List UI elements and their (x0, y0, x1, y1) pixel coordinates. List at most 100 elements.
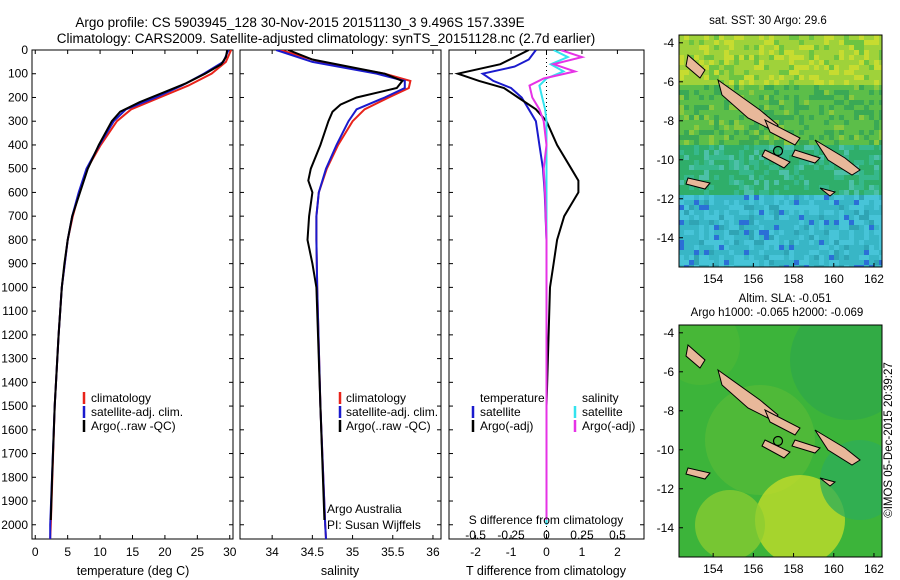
sst-cell (754, 85, 760, 91)
sst-cell (824, 205, 830, 211)
sst-cell (749, 155, 755, 161)
sst-cell (809, 135, 815, 141)
sst-cell (719, 110, 725, 116)
sst-cell (824, 200, 830, 206)
sst-cell (699, 90, 705, 96)
sst-cell (784, 110, 790, 116)
sst-cell (704, 100, 710, 106)
sst-cell (684, 165, 690, 171)
sst-cell (684, 95, 690, 101)
sst-cell (694, 125, 700, 131)
sst-cell (864, 135, 870, 141)
sst-cell (709, 205, 715, 211)
sst-cell (759, 180, 765, 186)
sst-cell (744, 220, 750, 226)
sst-cell (739, 145, 745, 151)
sst-cell (879, 45, 882, 51)
sst-cell (734, 235, 740, 241)
sst-cell (834, 250, 840, 256)
sst-cell (739, 140, 745, 146)
sst-cell (764, 205, 770, 211)
sst-cell (749, 145, 755, 151)
sst-cell (809, 180, 815, 186)
sst-cell (824, 140, 830, 146)
sst-cell (864, 245, 870, 251)
sst-cell (744, 125, 750, 131)
sst-cell (749, 120, 755, 126)
sst-cell (709, 255, 715, 261)
sst-cell (794, 105, 800, 111)
sst-cell (879, 240, 882, 246)
sst-cell (809, 220, 815, 226)
sst-cell (734, 260, 740, 266)
sst-cell (874, 85, 880, 91)
sst-cell (804, 215, 810, 221)
sst-cell (714, 85, 720, 91)
sst-cell (789, 145, 795, 151)
sst-cell (814, 85, 820, 91)
top-x-tick-label: -0.25 (497, 528, 525, 542)
sst-cell (724, 55, 730, 61)
sst-cell (774, 60, 780, 66)
sst-cell (754, 95, 760, 101)
sst-cell (809, 130, 815, 136)
sst-cell (754, 235, 760, 241)
sst-cell (739, 170, 745, 176)
sst-cell (744, 80, 750, 86)
sst-cell (829, 80, 835, 86)
sst-cell (724, 120, 730, 126)
sst-cell (739, 115, 745, 121)
sst-cell (694, 90, 700, 96)
sst-cell (864, 50, 870, 56)
sst-cell (699, 215, 705, 221)
sst-cell (679, 225, 685, 231)
sst-cell (779, 80, 785, 86)
sst-cell (779, 90, 785, 96)
sst-cell (739, 225, 745, 231)
temperature-line-climatology (49, 50, 233, 539)
sst-cell (864, 120, 870, 126)
y-tick-label: 1200 (1, 328, 28, 342)
sst-cell (689, 215, 695, 221)
sst-cell (809, 100, 815, 106)
sst-cell (709, 90, 715, 96)
sst-cell (679, 120, 685, 126)
sst-cell (839, 260, 845, 266)
sst-cell (749, 130, 755, 136)
sst-cell (874, 160, 880, 166)
sst-cell (879, 65, 882, 71)
sst-cell (819, 65, 825, 71)
sst-cell (839, 240, 845, 246)
sst-cell (764, 160, 770, 166)
sst-cell (799, 210, 805, 216)
sst-cell (834, 245, 840, 251)
sst-cell (759, 45, 765, 51)
sst-cell (774, 210, 780, 216)
sst-cell (874, 245, 880, 251)
sst-cell (689, 195, 695, 201)
sst-cell (844, 100, 850, 106)
sst-cell (774, 245, 780, 251)
sst-cell (819, 115, 825, 121)
sst-cell (724, 80, 730, 86)
sst-cell (704, 265, 710, 267)
sst-cell (839, 35, 845, 41)
sst-cell (804, 65, 810, 71)
sst-cell (714, 125, 720, 131)
sst-cell (809, 110, 815, 116)
sst-cell (829, 175, 835, 181)
sst-cell (829, 40, 835, 46)
sst-cell (829, 115, 835, 121)
sst-cell (844, 210, 850, 216)
sst-cell (789, 60, 795, 66)
sst-cell (799, 135, 805, 141)
sst-cell (694, 55, 700, 61)
y-tick-label: 1700 (1, 447, 28, 461)
sst-cell (864, 215, 870, 221)
sst-cell (829, 195, 835, 201)
sst-cell (774, 100, 780, 106)
sst-cell (749, 200, 755, 206)
sst-cell (679, 165, 685, 171)
sst-map-axes: 154 156 158 160 162-4-6-8-10-12-14 (657, 36, 885, 286)
sst-cell (739, 50, 745, 56)
